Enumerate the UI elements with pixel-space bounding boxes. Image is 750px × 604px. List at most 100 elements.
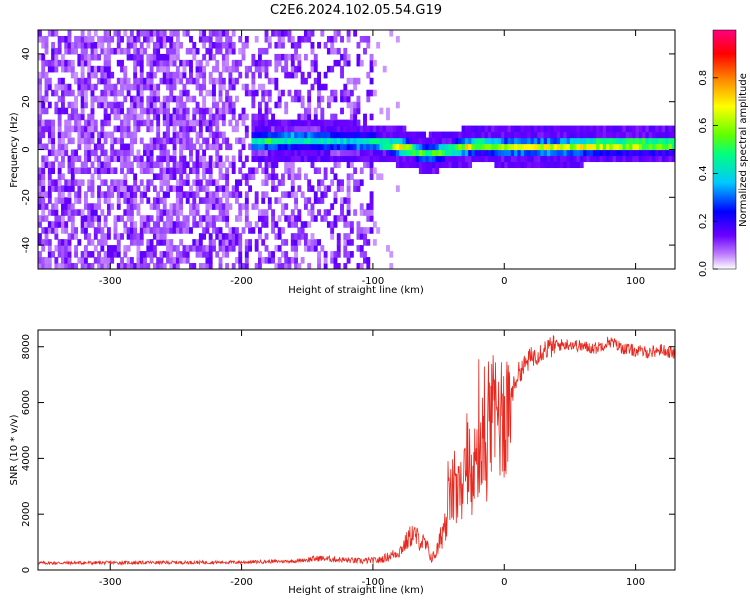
spectrogram-cell — [44, 35, 49, 43]
spectrogram-cell — [44, 239, 49, 246]
spectrogram-cell — [609, 137, 614, 145]
spectrogram-cell — [212, 119, 216, 127]
spectrogram-cell — [83, 149, 88, 157]
spectrogram-cell — [74, 245, 79, 252]
spectrogram-cell — [468, 137, 473, 145]
spectrogram-cell — [330, 47, 335, 55]
spectrogram-cell — [54, 179, 59, 186]
spectrogram-cell — [83, 77, 88, 85]
spectrogram-cell — [129, 83, 134, 91]
spectrogram-cell — [67, 101, 72, 109]
spectrogram-cell — [47, 131, 52, 139]
spectrogram-cell — [169, 119, 174, 127]
spectrogram-cell — [638, 155, 643, 163]
spectrogram-cell — [589, 131, 594, 139]
spectrogram-cell — [136, 203, 141, 210]
spectrogram-cell — [97, 173, 101, 180]
spectrogram-cell — [271, 215, 276, 222]
spectrogram-cell — [241, 161, 246, 169]
spectrogram-cell — [139, 71, 144, 79]
spectrogram-cell — [100, 131, 105, 139]
spectrogram-cell — [149, 239, 154, 246]
spectrogram-cell — [257, 53, 262, 61]
spectrogram-cell — [70, 263, 75, 269]
spectrogram-cell — [113, 233, 118, 240]
spectrogram-cell — [510, 161, 515, 169]
spectrogram-cell — [530, 125, 535, 133]
spectrogram-cell — [280, 155, 285, 163]
spectrogram-cell — [218, 77, 223, 85]
spectrogram-cell — [238, 137, 243, 145]
spectrogram-cell — [74, 209, 79, 216]
spectrogram-cell — [152, 53, 157, 61]
spectrogram-cell — [156, 89, 161, 97]
spectrogram-cell — [205, 263, 210, 269]
spectrogram-cell — [149, 257, 154, 264]
spectrogram-cell — [54, 245, 59, 252]
spectrogram-cell — [448, 149, 453, 157]
spectrogram-cell — [136, 35, 141, 43]
spectrogram-cell — [139, 215, 144, 222]
spectrogram-cell — [179, 221, 184, 228]
spectrogram-cell — [323, 173, 328, 180]
spectrogram-cell — [212, 143, 216, 151]
spectrogram-cell — [123, 209, 128, 216]
spectrogram-cell — [359, 137, 364, 145]
spectrogram-cell — [38, 203, 42, 210]
spectrogram-cell — [267, 107, 272, 115]
spectrogram-cell — [156, 30, 161, 37]
spectrogram-cell — [159, 161, 164, 169]
spectrogram-cell — [340, 185, 344, 192]
spectrogram-cell — [438, 143, 443, 151]
spectrogram-cell — [336, 149, 341, 157]
spectrogram-cell — [455, 161, 459, 169]
spectrogram-cell — [320, 197, 325, 204]
spectrogram-cell — [123, 149, 128, 157]
spectrogram-cell — [359, 131, 364, 139]
spectrogram-cell — [77, 125, 82, 133]
spectrogram-cell — [57, 239, 62, 246]
spectrogram-cell — [271, 227, 276, 234]
spectrogram-cell — [297, 227, 302, 234]
spectrogram-cell — [280, 89, 285, 97]
spectrogram-cell — [80, 125, 85, 133]
spectrogram-cell — [267, 131, 272, 139]
spectrogram-cell — [64, 131, 69, 139]
spectrogram-cell — [106, 185, 111, 192]
spectrogram-cell — [566, 125, 571, 133]
spectrogram-cell — [208, 53, 213, 61]
spectrogram-cell — [356, 107, 361, 115]
spectrogram-cell — [179, 41, 184, 49]
spectrogram-cell — [41, 161, 46, 169]
spectrogram-cell — [336, 179, 341, 186]
spectrogram-cell — [251, 173, 256, 180]
spectrogram-cell — [146, 113, 151, 121]
spectrogram-cell — [74, 251, 79, 258]
spectrogram-cell — [271, 155, 276, 163]
spectrogram-cell — [267, 125, 272, 133]
spectrogram-cell — [77, 119, 82, 127]
spectrogram-cell — [228, 161, 233, 169]
spectrogram-cell — [356, 131, 361, 139]
spectrogram-cell — [346, 149, 351, 157]
spectrogram-cell — [451, 143, 456, 151]
spectrogram-cell — [103, 89, 108, 97]
spectrogram-cell — [271, 149, 276, 157]
spectrogram-cell — [356, 227, 361, 234]
spectrogram-cell — [218, 209, 223, 216]
spectrogram-cell — [632, 143, 637, 151]
spectrogram-cell — [47, 77, 52, 85]
spectrogram-cell — [87, 209, 92, 216]
spectrogram-cell — [93, 95, 98, 103]
spectrogram-cell — [395, 149, 400, 157]
spectrogram-cell — [297, 89, 302, 97]
spectrogram-cell — [264, 137, 269, 145]
spectrogram-cell — [192, 203, 197, 210]
spectrogram-cell — [369, 191, 374, 198]
spectrogram-cell — [310, 41, 315, 49]
spectrogram-cell — [162, 155, 167, 163]
spectrogram-cell — [38, 185, 42, 192]
spectrogram-cell — [156, 239, 161, 246]
spectrogram-cell — [93, 215, 98, 222]
spectrogram-cell — [583, 137, 587, 145]
